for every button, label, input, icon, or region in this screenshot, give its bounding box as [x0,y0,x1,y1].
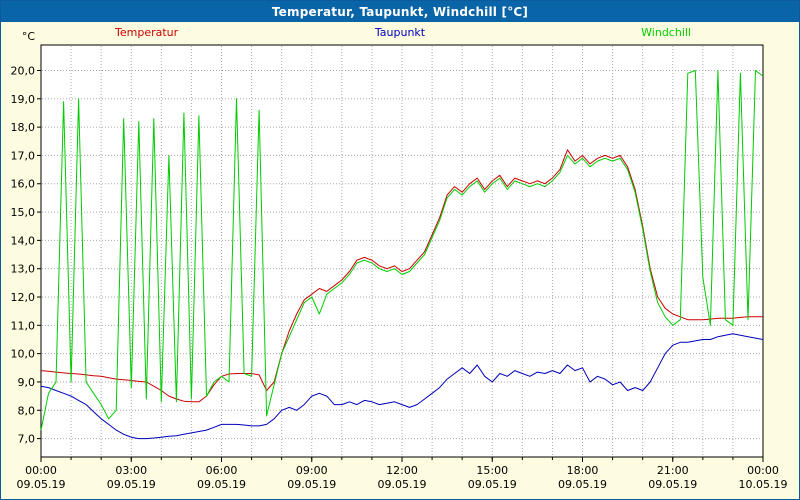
y-tick-label: 12,0 [11,291,36,304]
x-tick-time-label: 06:00 [206,464,238,477]
y-tick-label: 18,0 [11,121,36,134]
x-tick-time-label: 15:00 [476,464,508,477]
y-tick-label: 19,0 [11,93,36,106]
series-taupunkt-line [40,333,764,440]
x-tick-time-label: 12:00 [386,464,418,477]
title-bar: Temperatur, Taupunkt, Windchill [°C] [1,1,799,22]
x-tick-time-label: 00:00 [747,464,779,477]
x-tick-date-label: 09.05.19 [558,478,607,491]
window-title: Temperatur, Taupunkt, Windchill [°C] [271,4,529,19]
x-tick-time-label: 21:00 [657,464,689,477]
x-tick-time-label: 00:00 [25,464,57,477]
y-tick-label: 14,0 [11,234,36,247]
x-tick-time-label: 18:00 [567,464,599,477]
chart-legend: Temperatur Taupunkt Windchill [1,26,799,41]
x-tick-date-label: 10.05.19 [739,478,788,491]
x-tick-date-label: 09.05.19 [378,478,427,491]
x-tick-date-label: 09.05.19 [197,478,246,491]
y-tick-label: 16,0 [11,178,36,191]
y-tick-label: 10,0 [11,348,36,361]
x-tick-time-label: 09:00 [296,464,328,477]
y-tick-label: 17,0 [11,149,36,162]
y-tick-label: 15,0 [11,206,36,219]
x-tick-date-label: 09.05.19 [468,478,517,491]
legend-taupunkt: Taupunkt [374,26,426,39]
x-tick-date-label: 09.05.19 [287,478,336,491]
x-tick-date-label: 09.05.19 [17,478,66,491]
y-tick-label: 11,0 [11,319,36,332]
y-axis-unit-label: °C [22,30,36,43]
x-tick-date-label: 09.05.19 [648,478,697,491]
y-tick-label: 13,0 [11,263,36,276]
y-tick-label: 20,0 [11,64,36,77]
series-windchill-line [40,70,764,431]
y-tick-label: 8,0 [18,404,36,417]
y-tick-label: 7,0 [18,433,36,446]
legend-temperatur: Temperatur [115,26,179,39]
x-tick-date-label: 09.05.19 [107,478,156,491]
legend-windchill: Windchill [641,26,691,39]
x-tick-time-label: 03:00 [115,464,147,477]
y-tick-label: 9,0 [18,376,36,389]
